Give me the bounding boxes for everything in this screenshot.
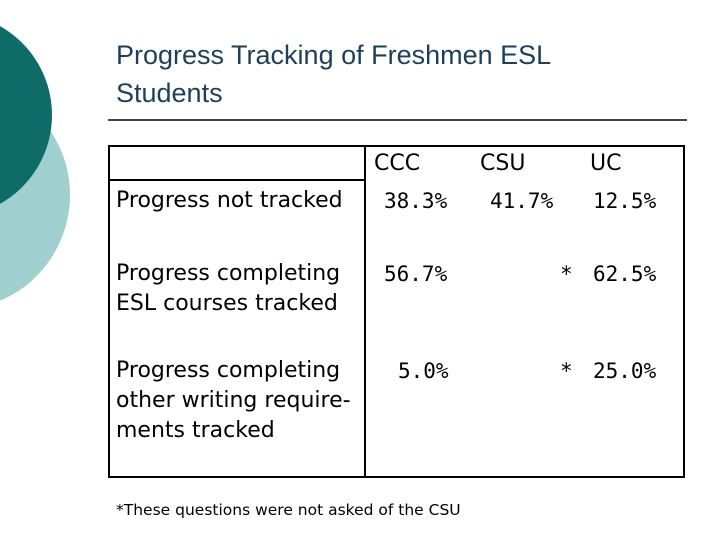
table-border-left bbox=[108, 145, 110, 478]
cell-csu: * bbox=[560, 262, 573, 286]
column-header-uc: UC bbox=[590, 151, 622, 176]
row-label: Progress not tracked bbox=[116, 188, 343, 213]
cell-csu: 41.7% bbox=[490, 189, 554, 213]
cell-uc: 12.5% bbox=[593, 189, 657, 213]
footnote: *These questions were not asked of the C… bbox=[116, 501, 461, 519]
cell-uc: 25.0% bbox=[593, 359, 657, 383]
column-header-ccc: CCC bbox=[374, 151, 421, 176]
decorative-circles bbox=[0, 0, 90, 300]
cell-ccc: 38.3% bbox=[384, 189, 448, 213]
table-border-bottom bbox=[108, 476, 685, 478]
table-border-top bbox=[108, 145, 685, 147]
cell-ccc: 56.7% bbox=[384, 262, 448, 286]
column-header-csu: CSU bbox=[480, 151, 526, 176]
data-table: CCC CSU UC Progress not tracked 38.3% 41… bbox=[108, 145, 685, 478]
cell-uc: 62.5% bbox=[593, 262, 657, 286]
slide-title: Progress Tracking of Freshmen ESL Studen… bbox=[116, 40, 551, 108]
table-border-mid bbox=[364, 145, 366, 478]
row-label: Progress completing other writing requir… bbox=[116, 358, 351, 443]
cell-ccc: 5.0% bbox=[398, 359, 449, 383]
row-divider bbox=[108, 179, 364, 181]
title-divider bbox=[108, 119, 687, 121]
table-border-right bbox=[683, 145, 685, 478]
cell-csu: * bbox=[560, 359, 573, 383]
row-label: Progress completing ESL courses tracked bbox=[116, 261, 341, 316]
